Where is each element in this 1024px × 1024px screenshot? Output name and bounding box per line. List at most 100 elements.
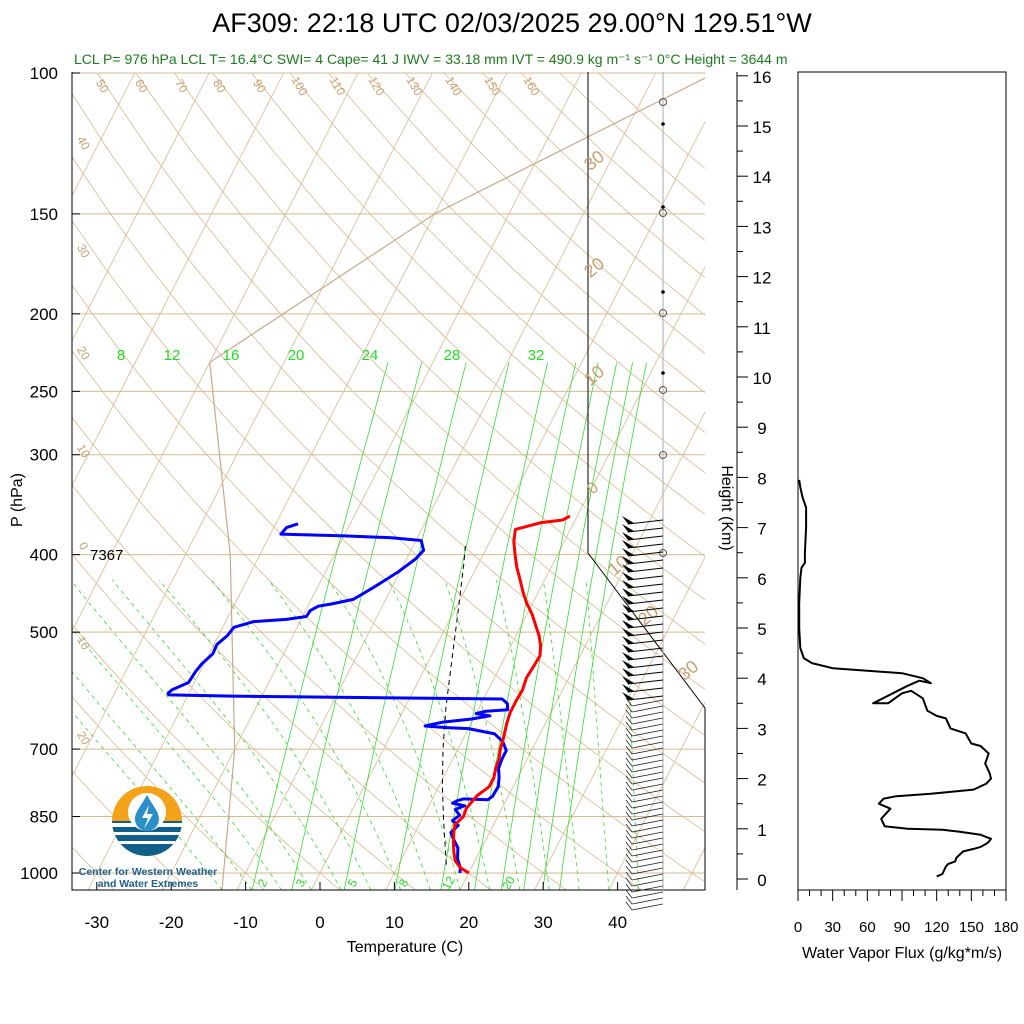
mixing-ratio-line (291, 362, 423, 890)
water-vapor-flux-line (798, 479, 992, 878)
isotherm-label: 30 (674, 656, 702, 684)
wind-barb (622, 660, 664, 669)
wind-barb (622, 604, 664, 613)
isotherm-line (72, 72, 359, 632)
wind-barb (625, 787, 664, 797)
mixing-ratio-line (343, 362, 467, 890)
mixing-ratio-label: 8 (117, 347, 125, 364)
skewt-frame (71, 72, 706, 891)
height-tick-label: 12 (753, 269, 772, 288)
dry-adiabat-line (72, 284, 705, 883)
wind-barb (625, 781, 664, 791)
dry-adiabat-line (72, 220, 705, 833)
wind-barb (625, 865, 664, 875)
dry-adiabat-line (328, 72, 705, 433)
isotherm-line (534, 556, 705, 890)
x-tick-label: 10 (385, 913, 404, 932)
height-axis-label: Height (Km) (718, 465, 735, 550)
standard-atmosphere-line (209, 77, 705, 890)
isotherm-label: 10 (580, 361, 608, 389)
dry-adiabat-label: 40 (74, 134, 93, 153)
height-tick-label: 7 (757, 520, 766, 539)
wind-barb (622, 684, 664, 693)
flux-frame (797, 71, 1007, 891)
dry-adiabat-label: 110 (327, 74, 349, 98)
wind-barb (622, 532, 664, 541)
dry-adiabat-line (72, 770, 190, 890)
dry-adiabat-label: 70 (172, 77, 191, 96)
isotherm-line (87, 72, 508, 890)
mixing-ratio-label: 3 (293, 876, 309, 889)
wind-barb (622, 668, 664, 677)
wind-barb (625, 775, 664, 785)
dry-adiabat-line (72, 624, 341, 890)
x-tick-label: -30 (85, 913, 110, 932)
sounding-stats: LCL P= 976 hPa LCL T= 16.4°C SWI= 4 Cape… (74, 51, 788, 67)
height-tick-label: 0 (757, 871, 766, 890)
y-tick-label: 400 (30, 546, 58, 565)
wind-barb (625, 709, 664, 719)
dry-adiabat-label: 10 (74, 442, 93, 461)
dry-adiabat-label: 120 (365, 74, 387, 99)
wind-barb (625, 835, 664, 845)
chart-title: AF309: 22:18 UTC 02/03/2025 29.00°N 129.… (212, 8, 812, 38)
x-axis-label: Temperature (C) (347, 939, 463, 956)
dry-adiabat-label: 150 (481, 74, 503, 99)
dry-adiabat-line (96, 72, 705, 690)
wind-barb (625, 793, 664, 803)
wind-barb (625, 769, 664, 779)
wind-barb (622, 652, 664, 661)
isotherm-line (72, 72, 284, 487)
wind-barb (622, 636, 664, 645)
wind-barb (622, 644, 664, 653)
dry-adiabat-line (251, 72, 705, 515)
mixing-ratio-line (251, 362, 389, 890)
parcel-line (441, 545, 466, 865)
wind-barb (622, 548, 664, 557)
mixing-ratio-line (394, 362, 510, 890)
wind-barb (625, 757, 664, 767)
calm-wind-marker (659, 451, 667, 459)
dry-adiabat-line (520, 72, 705, 241)
wind-barb (625, 847, 664, 857)
y-tick-label: 500 (30, 623, 58, 642)
dry-adiabat-line (72, 156, 705, 784)
wind-barb (622, 596, 664, 605)
annotation-label: 7367 (90, 547, 123, 564)
moist-adiabat-line (542, 579, 580, 890)
height-tick-label: 3 (757, 720, 766, 739)
y-tick-label: 850 (30, 808, 58, 827)
wind-marker (661, 205, 665, 209)
moist-adiabat-line (268, 579, 431, 890)
dry-adiabat-line (72, 350, 642, 890)
calm-wind-marker (659, 209, 667, 217)
wind-barb (622, 524, 664, 533)
wind-barb (625, 763, 664, 773)
wind-barb (625, 895, 664, 905)
wind-barb (622, 588, 664, 597)
dry-adiabat-label: 140 (442, 74, 464, 99)
flux-axis-label: Water Vapor Flux (g/kg*m/s) (802, 945, 1002, 962)
y-tick-label: 100 (30, 64, 58, 83)
dry-adiabat-line (212, 72, 705, 558)
flux-tick-label: 30 (824, 919, 841, 936)
mixing-ratio-line (500, 362, 599, 890)
wind-barb (625, 727, 664, 737)
dry-adiabat-label: 160 (520, 74, 542, 99)
wind-barb (625, 733, 664, 743)
wind-barb (625, 901, 664, 911)
wind-barb (625, 751, 664, 761)
moist-adiabat-line (72, 628, 282, 890)
height-tick-label: 14 (753, 168, 772, 187)
dry-adiabat-line (72, 484, 491, 890)
wind-barb (622, 692, 664, 701)
dewpoint-line (166, 522, 510, 874)
y-tick-label: 150 (30, 205, 58, 224)
flux-tick-label: 150 (959, 919, 984, 936)
wind-barb (625, 829, 664, 839)
mixing-ratio-line (542, 362, 633, 890)
wind-barb (622, 676, 664, 685)
wind-barb (625, 883, 664, 893)
wind-barb (622, 580, 664, 589)
